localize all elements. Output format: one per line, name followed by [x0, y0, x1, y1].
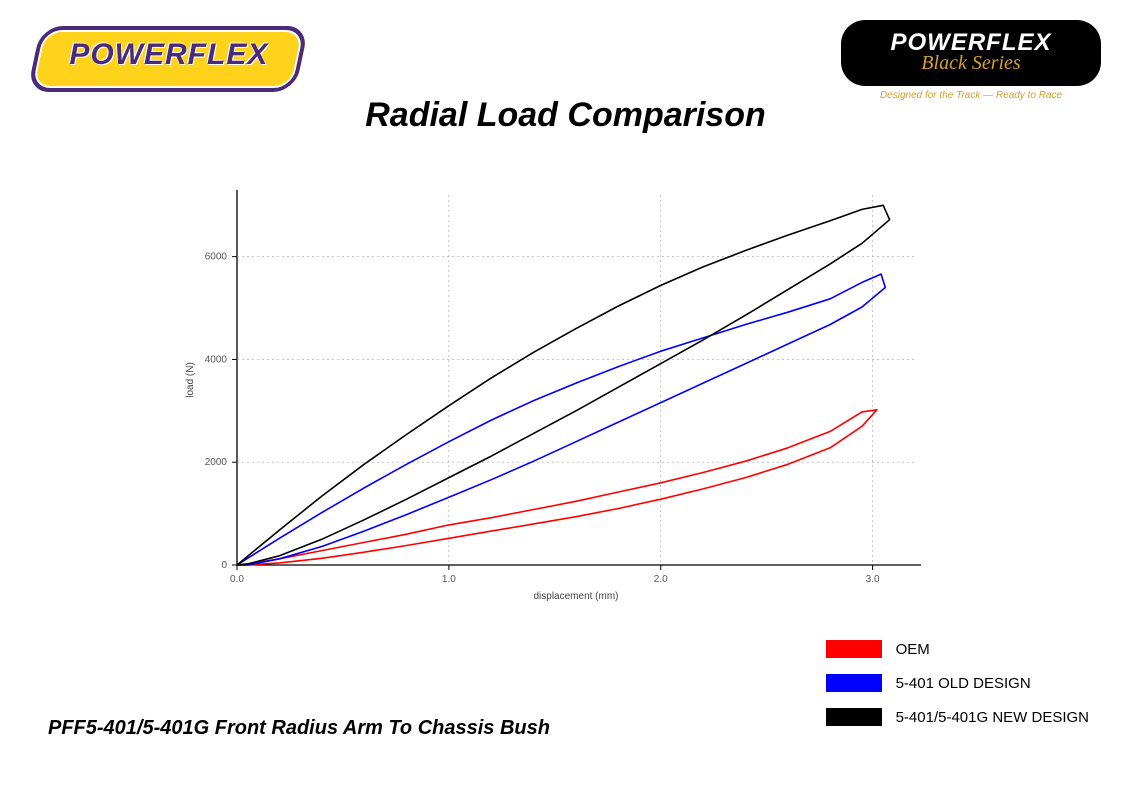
- svg-text:2.0: 2.0: [654, 574, 668, 585]
- legend-row: 5-401/5-401G NEW DESIGN: [826, 700, 1089, 734]
- page: POWERFLEX POWERFLEX Black Series Designe…: [0, 0, 1131, 800]
- legend-swatch: [826, 640, 882, 658]
- chart-canvas: 0 2000 4000 6000 0.0 1.0 2.0 3.0 displacement (m…: [175, 185, 935, 615]
- svg-text:displacement (mm): displacement (mm): [533, 591, 618, 602]
- caption: PFF5-401/5-401G Front Radius Arm To Chas…: [48, 717, 550, 740]
- legend: OEM 5-401 OLD DESIGN 5-401/5-401G NEW DESI…: [826, 632, 1089, 734]
- legend-label: 5-401/5-401G NEW DESIGN: [896, 709, 1089, 726]
- logo-right-box: POWERFLEX Black Series: [841, 20, 1101, 86]
- svg-text:4000: 4000: [205, 354, 228, 365]
- powerflex-logo-left: POWERFLEX: [27, 26, 309, 92]
- svg-text:0.0: 0.0: [230, 574, 244, 585]
- legend-row: OEM: [826, 632, 1089, 666]
- svg-text:6000: 6000: [205, 252, 228, 263]
- page-title: Radial Load Comparison: [0, 96, 1131, 135]
- legend-swatch: [826, 674, 882, 692]
- logo-left-text: POWERFLEX: [39, 30, 299, 80]
- legend-label: OEM: [896, 641, 930, 658]
- svg-text:load (N): load (N): [185, 362, 196, 398]
- svg-text:1.0: 1.0: [442, 574, 456, 585]
- logo-right-line1: POWERFLEX: [841, 32, 1101, 54]
- legend-swatch: [826, 708, 882, 726]
- svg-text:3.0: 3.0: [866, 574, 880, 585]
- logo-right-line2: Black Series: [841, 54, 1101, 72]
- legend-row: 5-401 OLD DESIGN: [826, 666, 1089, 700]
- legend-label: 5-401 OLD DESIGN: [896, 675, 1031, 692]
- svg-text:0: 0: [221, 560, 227, 571]
- svg-text:2000: 2000: [205, 457, 228, 468]
